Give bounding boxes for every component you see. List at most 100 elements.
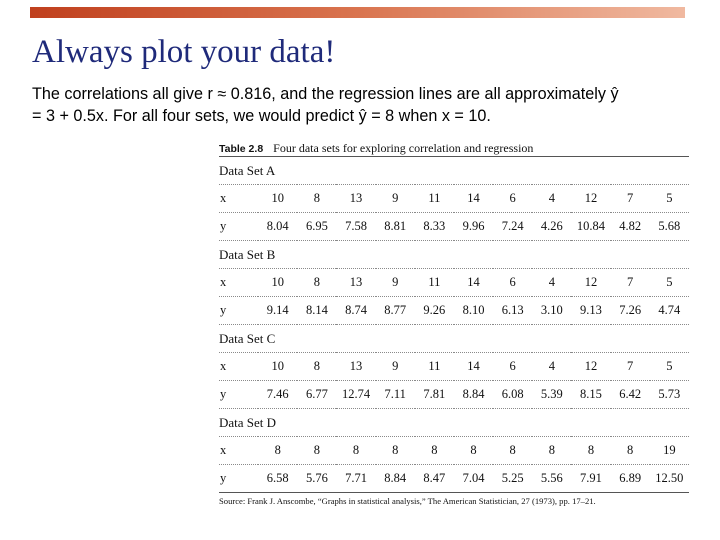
table-cell: 19 <box>649 436 689 465</box>
table-cell: 11 <box>414 184 454 213</box>
table-row-x: x 10 8 13 9 11 14 6 4 12 7 5 <box>219 184 689 213</box>
table-cell: 8.47 <box>414 464 454 493</box>
table-cell: 7.46 <box>258 380 298 409</box>
data-set-header-row: Data Set A <box>219 156 689 185</box>
table-cell: 8.81 <box>375 212 415 241</box>
table-row-y: y 6.58 5.76 7.71 8.84 8.47 7.04 5.25 5.56 7.91 6.8… <box>219 464 689 493</box>
table-cell: 13 <box>336 352 376 381</box>
table-cell: 6.95 <box>297 212 337 241</box>
table-cell: 7.26 <box>610 296 650 325</box>
table-cell: 7 <box>610 268 650 297</box>
table-cell: 7.11 <box>375 380 415 409</box>
table-cell: 4 <box>532 184 572 213</box>
table-cell: 8.14 <box>297 296 337 325</box>
table-cell: 6.08 <box>493 380 533 409</box>
table-cell: 9.96 <box>453 212 494 241</box>
table-cell: 12 <box>571 268 611 297</box>
table-cell: 9 <box>375 268 415 297</box>
table-cell: 8.04 <box>258 212 298 241</box>
variable-label: y <box>219 296 259 325</box>
table-cell: 8 <box>375 436 415 465</box>
variable-label: y <box>219 380 259 409</box>
table-cell: 5 <box>649 268 689 297</box>
table-cell: 7.71 <box>336 464 376 493</box>
table-cell: 9.14 <box>258 296 298 325</box>
table-cell: 8 <box>414 436 454 465</box>
table-cell: 13 <box>336 268 376 297</box>
table-caption: Table 2.8 Four data sets for exploring co… <box>219 140 689 156</box>
table-cell: 8 <box>297 436 337 465</box>
table-cell: 4 <box>532 268 572 297</box>
variable-label: x <box>219 352 259 381</box>
table-cell: 14 <box>453 352 494 381</box>
variable-label: x <box>219 436 259 465</box>
table-cell: 9.26 <box>414 296 454 325</box>
variable-label: y <box>219 212 259 241</box>
table-cell: 5.25 <box>493 464 533 493</box>
table-row-x: x 10 8 13 9 11 14 6 4 12 7 5 <box>219 352 689 381</box>
table-cell: 6.89 <box>610 464 650 493</box>
table-cell: 7.81 <box>414 380 454 409</box>
table-cell: 12 <box>571 184 611 213</box>
table-cell: 7.91 <box>571 464 611 493</box>
table-cell: 6 <box>493 268 533 297</box>
table-cell: 5.76 <box>297 464 337 493</box>
table-cell: 6.58 <box>258 464 298 493</box>
table-number: Table 2.8 <box>219 143 264 155</box>
table-cell: 13 <box>336 184 376 213</box>
variable-label: x <box>219 184 259 213</box>
table-source: Source: Frank J. Anscombe, “Graphs in st… <box>219 496 596 506</box>
table-cell: 8 <box>571 436 611 465</box>
data-set-name: Data Set C <box>219 324 689 353</box>
table-cell: 7 <box>610 352 650 381</box>
data-set-header-row: Data Set D <box>219 408 689 437</box>
table-row-y: y 9.14 8.14 8.74 8.77 9.26 8.10 6.13 3.10 9.13 7.2… <box>219 296 689 325</box>
table-cell: 6 <box>493 184 533 213</box>
anscombe-table-figure: Table 2.8 Four data sets for exploring co… <box>219 140 689 506</box>
table-cell: 6.13 <box>493 296 533 325</box>
table-cell: 5.56 <box>532 464 572 493</box>
table-cell: 14 <box>453 268 494 297</box>
table-cell: 10 <box>258 352 298 381</box>
table-cell: 10 <box>258 184 298 213</box>
table-cell: 8.77 <box>375 296 415 325</box>
table-cell: 10.84 <box>571 212 611 241</box>
variable-label: y <box>219 464 259 493</box>
body-line-2: = 3 + 0.5x. For all four sets, we would … <box>32 107 491 125</box>
table-cell: 5.73 <box>649 380 689 409</box>
table-cell: 7.04 <box>453 464 494 493</box>
table-row-y: y 7.46 6.77 12.74 7.11 7.81 8.84 6.08 5.39 8.15 6.… <box>219 380 689 409</box>
variable-label: x <box>219 268 259 297</box>
table-cell: 8.15 <box>571 380 611 409</box>
data-set-name: Data Set A <box>219 156 689 185</box>
table-cell: 8 <box>258 436 298 465</box>
table-cell: 8.84 <box>375 464 415 493</box>
table-cell: 4.26 <box>532 212 572 241</box>
table-cell: 9 <box>375 184 415 213</box>
table-cell: 8 <box>297 352 337 381</box>
table-cell: 9 <box>375 352 415 381</box>
table-cell: 9.13 <box>571 296 611 325</box>
table-cell: 8 <box>297 268 337 297</box>
table-cell: 5.68 <box>649 212 689 241</box>
table-cell: 4 <box>532 352 572 381</box>
table-title: Four data sets for exploring correlation… <box>273 141 534 155</box>
data-set-header-row: Data Set B <box>219 240 689 269</box>
table-cell: 10 <box>258 268 298 297</box>
table-cell: 4.82 <box>610 212 650 241</box>
table-cell: 8 <box>297 184 337 213</box>
slide-body-text: The correlations all give r ≈ 0.816, and… <box>32 83 692 127</box>
table-cell: 8 <box>453 436 494 465</box>
table-cell: 5.39 <box>532 380 572 409</box>
table-cell: 4.74 <box>649 296 689 325</box>
table-cell: 6.77 <box>297 380 337 409</box>
table-cell: 5 <box>649 352 689 381</box>
table-cell: 7.24 <box>493 212 533 241</box>
slide-title: Always plot your data! <box>32 34 336 70</box>
data-set-name: Data Set B <box>219 240 689 269</box>
table-cell: 12.74 <box>336 380 376 409</box>
data-set-header-row: Data Set C <box>219 324 689 353</box>
table-row-x: x 10 8 13 9 11 14 6 4 12 7 5 <box>219 268 689 297</box>
table-row-x: x 8 8 8 8 8 8 8 8 8 8 19 <box>219 436 689 465</box>
